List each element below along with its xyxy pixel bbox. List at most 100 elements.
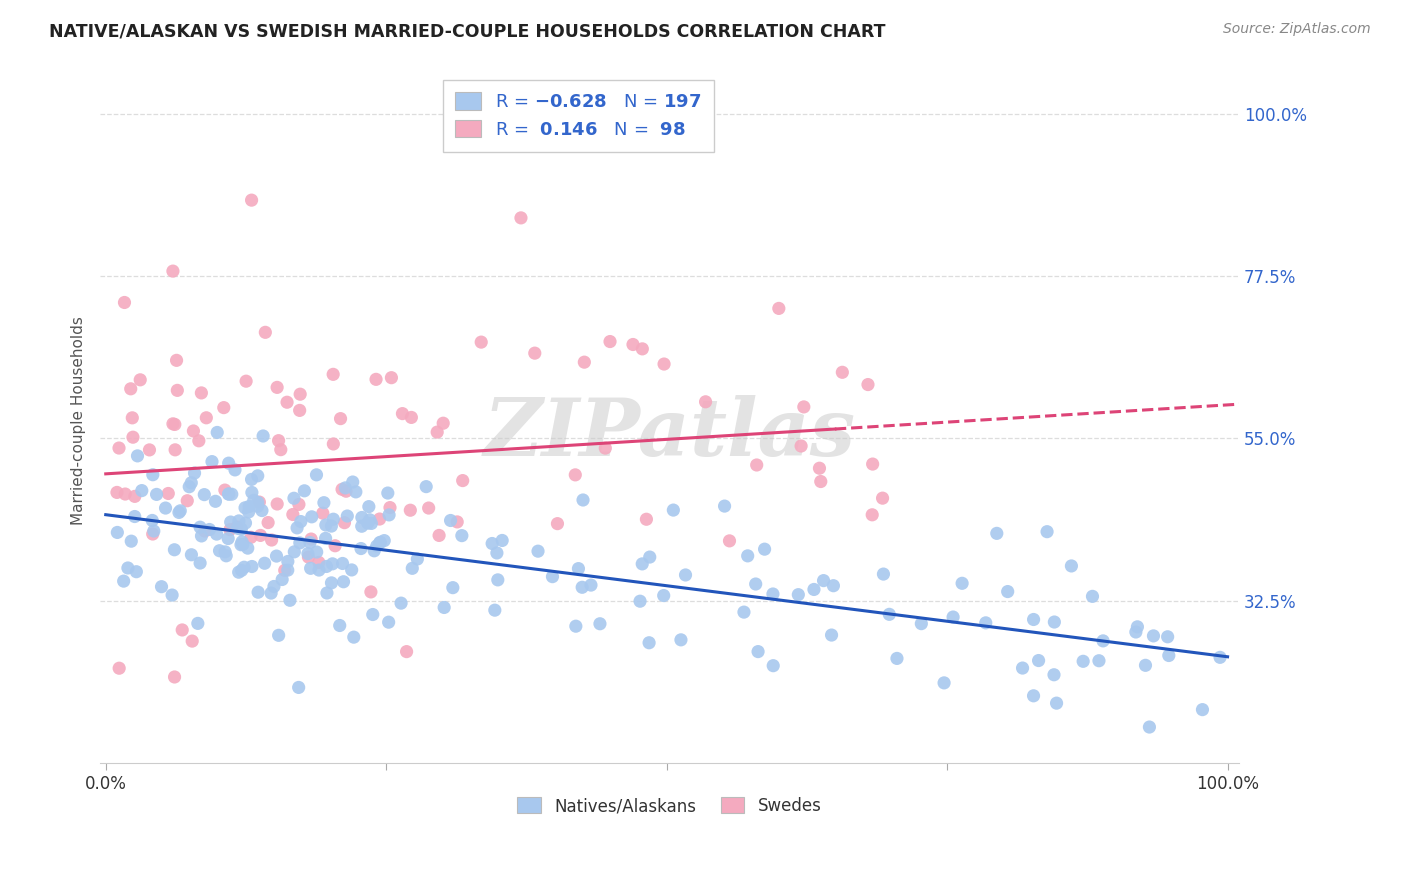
Point xyxy=(986,526,1008,541)
Text: ZIPatlas: ZIPatlas xyxy=(484,395,855,473)
Point xyxy=(281,508,304,522)
Point xyxy=(305,467,328,482)
Point xyxy=(219,523,242,537)
Point xyxy=(301,509,323,524)
Point xyxy=(124,489,146,503)
Point xyxy=(240,193,263,207)
Point xyxy=(527,544,550,558)
Point xyxy=(285,521,308,535)
Point xyxy=(315,518,337,533)
Point xyxy=(231,522,253,536)
Point xyxy=(395,645,418,659)
Point xyxy=(271,573,294,587)
Point xyxy=(246,468,269,483)
Point xyxy=(1156,630,1178,644)
Point xyxy=(589,616,612,631)
Point xyxy=(380,370,402,384)
Point xyxy=(278,593,301,607)
Point xyxy=(321,519,343,533)
Point xyxy=(150,580,173,594)
Point xyxy=(162,264,184,278)
Point xyxy=(350,510,373,524)
Point xyxy=(270,442,292,457)
Point xyxy=(368,535,391,549)
Point xyxy=(290,515,312,529)
Point xyxy=(378,508,401,522)
Point xyxy=(335,484,357,499)
Point xyxy=(166,353,188,368)
Point xyxy=(481,536,503,550)
Point xyxy=(187,616,209,631)
Point xyxy=(363,543,385,558)
Point xyxy=(432,416,454,430)
Point xyxy=(180,548,202,562)
Point xyxy=(208,543,231,558)
Point xyxy=(361,607,384,622)
Point xyxy=(288,536,311,550)
Point xyxy=(201,455,224,469)
Point xyxy=(297,547,319,561)
Point xyxy=(283,545,305,559)
Point xyxy=(190,529,212,543)
Point xyxy=(166,384,188,398)
Point xyxy=(932,676,955,690)
Point xyxy=(218,487,240,501)
Point xyxy=(1135,658,1157,673)
Point xyxy=(401,561,423,575)
Point xyxy=(120,534,142,549)
Point xyxy=(366,539,388,553)
Point xyxy=(451,474,474,488)
Point xyxy=(204,494,226,508)
Point xyxy=(1126,620,1149,634)
Point xyxy=(803,582,825,597)
Point xyxy=(288,403,311,417)
Point xyxy=(1011,661,1033,675)
Point xyxy=(277,554,299,568)
Point xyxy=(359,513,381,527)
Point xyxy=(433,600,456,615)
Point xyxy=(1036,524,1059,539)
Point xyxy=(1142,629,1164,643)
Point xyxy=(254,326,277,340)
Point xyxy=(426,425,449,439)
Point xyxy=(485,546,508,560)
Point xyxy=(1022,612,1045,626)
Point xyxy=(240,472,263,486)
Point xyxy=(142,524,165,538)
Point xyxy=(631,557,654,571)
Point xyxy=(218,456,240,470)
Point xyxy=(243,493,266,508)
Point xyxy=(131,483,153,498)
Point xyxy=(1028,654,1050,668)
Point xyxy=(266,380,288,394)
Point xyxy=(997,584,1019,599)
Point xyxy=(391,407,413,421)
Point xyxy=(745,458,768,472)
Point xyxy=(486,573,509,587)
Point xyxy=(744,577,766,591)
Point xyxy=(142,527,165,541)
Point xyxy=(163,670,186,684)
Point xyxy=(312,496,335,510)
Point xyxy=(441,581,464,595)
Point xyxy=(176,493,198,508)
Point xyxy=(108,441,131,455)
Point xyxy=(510,211,533,225)
Point xyxy=(233,500,256,515)
Point xyxy=(450,528,472,542)
Point xyxy=(316,586,339,600)
Point xyxy=(138,442,160,457)
Point xyxy=(188,556,211,570)
Point xyxy=(350,541,373,556)
Point xyxy=(335,481,357,495)
Point xyxy=(631,342,654,356)
Point xyxy=(1125,625,1147,640)
Point xyxy=(263,579,285,593)
Point xyxy=(232,537,254,551)
Point xyxy=(238,505,260,519)
Point xyxy=(910,616,932,631)
Point xyxy=(565,619,588,633)
Point xyxy=(226,520,249,534)
Point xyxy=(238,500,260,514)
Point xyxy=(1157,648,1180,663)
